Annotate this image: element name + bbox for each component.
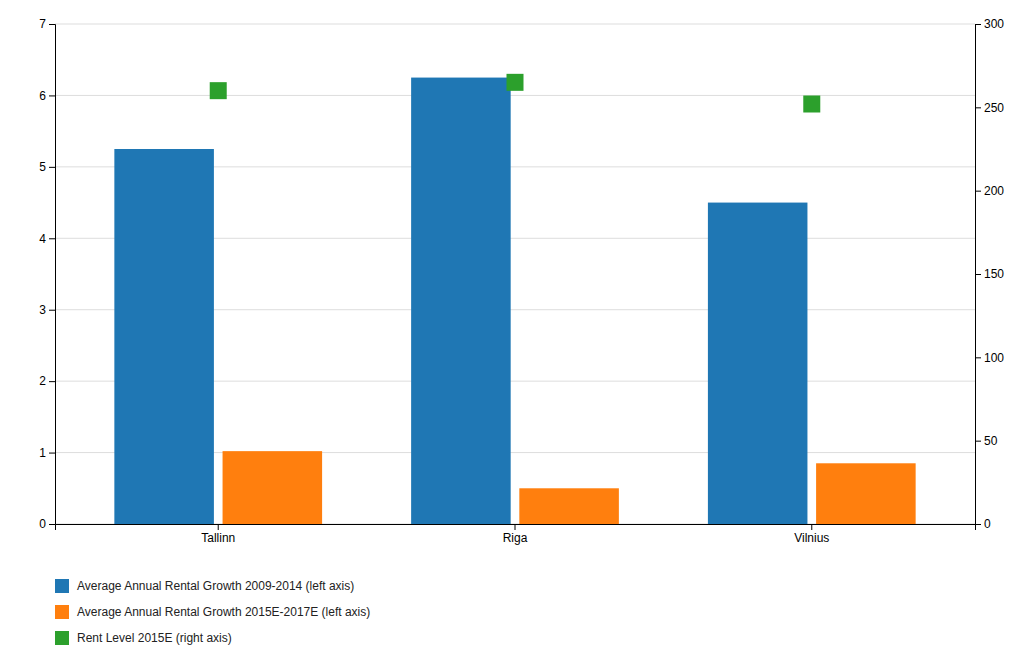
marks [114,74,915,524]
tick-mark [49,167,55,168]
series [223,451,916,524]
legend-label: Average Annual Rental Growth 2009-2014 (… [77,579,354,593]
tick-label: 4 [39,232,46,246]
series [210,74,821,113]
tick-mark [49,24,55,25]
bar [708,203,808,524]
tick-label: 0 [984,517,991,531]
tick-mark [49,524,55,525]
tick-label: 50 [984,434,998,448]
tick: 200 [975,184,1004,198]
tick-mark [49,381,55,382]
point [210,82,227,99]
tick-label: 5 [39,160,46,174]
tick-label: 7 [39,17,46,31]
tick-mark [49,310,55,311]
tick: Riga [503,524,528,545]
tick-mark [49,238,55,239]
tick: 2 [39,374,55,388]
tick-label: 150 [984,267,1004,281]
grid [55,24,975,524]
chart: 0 1 2 3 4 5 6 7 0 50 100 150 200 250 300 Tallinn Riga Vil… [0,0,1035,662]
point [803,96,820,113]
tick-label: Riga [503,531,528,545]
tick-mark [811,524,812,530]
tick-mark [975,24,981,25]
tick: 0 [39,517,55,531]
series [114,78,807,524]
legend-swatch [55,605,69,619]
tick: 1 [39,446,55,460]
tick: 0 [975,517,991,531]
tick: 6 [39,89,55,103]
plot: 0 1 2 3 4 5 6 7 0 50 100 150 200 250 300 Tallinn Riga Vil… [39,17,1004,544]
tick-mark [515,524,516,530]
tick: 5 [39,160,55,174]
tick: 100 [975,351,1004,365]
legend-label: Rent Level 2015E (right axis) [77,631,232,645]
grid-line [55,95,975,96]
axis-line [976,25,982,525]
tick-mark [975,107,981,108]
legend-item: Rent Level 2015E (right axis) [55,631,232,645]
tick: Vilnius [794,524,829,545]
tick-label: 3 [39,303,46,317]
bar [519,488,619,524]
tick-label: 100 [984,351,1004,365]
axis-line [56,525,976,531]
tick: 3 [39,303,55,317]
bar [411,78,511,524]
bar [114,149,214,524]
tick-mark [975,441,981,442]
tick: Tallinn [201,524,235,545]
tick-mark [975,357,981,358]
legend-item: Average Annual Rental Growth 2009-2014 (… [55,579,354,593]
legend-swatch [55,631,69,645]
tick: 50 [975,434,998,448]
tick: 4 [39,232,55,246]
point [507,74,524,91]
tick-label: 1 [39,446,46,460]
bar [223,451,323,524]
tick: 7 [39,17,55,31]
bar [816,463,916,524]
tick: 250 [975,101,1004,115]
tick-mark [49,453,55,454]
tick-label: 200 [984,184,1004,198]
legend: Average Annual Rental Growth 2009-2014 (… [55,579,370,645]
tick-label: 0 [39,517,46,531]
tick-label: 250 [984,101,1004,115]
axis-line [49,25,56,525]
grid-line [55,24,975,25]
tick-label: Vilnius [794,531,829,545]
legend-label: Average Annual Rental Growth 2015E-2017E… [77,605,370,619]
tick-label: 6 [39,89,46,103]
legend-swatch [55,579,69,593]
y-axis: 0 1 2 3 4 5 6 7 [39,17,55,531]
tick-mark [975,274,981,275]
tick-mark [975,191,981,192]
y2-axis: 0 50 100 150 200 250 300 [975,17,1004,531]
tick-mark [49,95,55,96]
tick-label: 2 [39,374,46,388]
tick-label: Tallinn [201,531,235,545]
tick: 300 [975,17,1004,31]
tick-mark [218,524,219,530]
tick-label: 300 [984,17,1004,31]
legend-item: Average Annual Rental Growth 2015E-2017E… [55,605,370,619]
tick: 150 [975,267,1004,281]
x-axis: Tallinn Riga Vilnius [56,524,976,545]
